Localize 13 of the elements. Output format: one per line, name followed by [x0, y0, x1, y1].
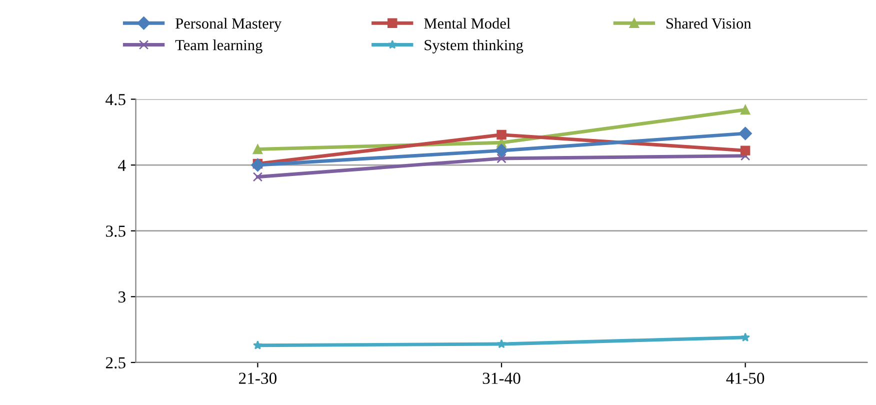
x-tick-label: 21-30	[238, 372, 276, 384]
legend-label: System thinking	[424, 39, 524, 54]
y-tick-label: 4	[118, 160, 126, 171]
x-tick-label: 41-50	[726, 372, 764, 384]
legend-label: Team learning	[175, 40, 262, 54]
legend-label: Personal Mastery	[176, 18, 282, 32]
y-tick-label: 2.5	[106, 357, 126, 368]
legend-label: Mental Model	[424, 18, 510, 29]
y-tick-label: 3.5	[106, 226, 126, 237]
y-tick-label: 3	[118, 291, 126, 303]
y-tick-label: 4.5	[106, 94, 126, 106]
x-tick-label: 31-40	[482, 372, 520, 384]
legend-label: Shared Vision	[666, 18, 752, 29]
